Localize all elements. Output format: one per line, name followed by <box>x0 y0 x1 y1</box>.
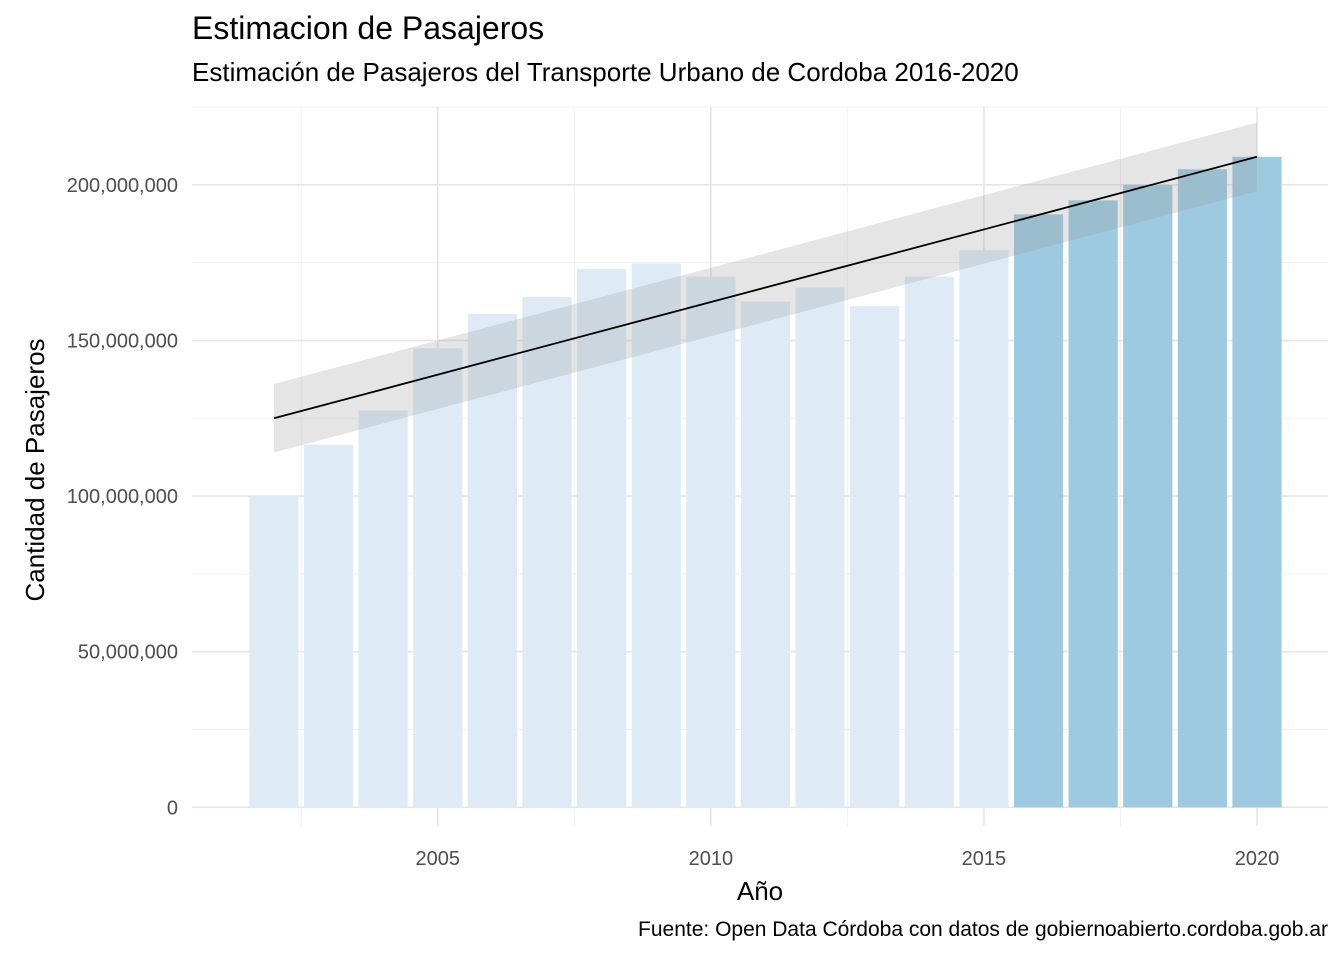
bar <box>686 276 736 808</box>
bar <box>358 410 408 808</box>
bar <box>1123 184 1173 808</box>
chart-title: Estimacion de Pasajeros <box>192 10 545 46</box>
bar <box>1232 156 1282 808</box>
bar <box>249 496 299 808</box>
bar <box>1177 169 1227 808</box>
y-tick-label: 0 <box>167 797 178 819</box>
trend-line <box>273 155 1258 420</box>
bar <box>522 296 572 808</box>
y-tick-label: 150,000,000 <box>67 330 178 352</box>
bar <box>467 313 517 808</box>
bar <box>904 276 954 808</box>
x-axis-title: Año <box>737 876 783 906</box>
bar <box>959 250 1009 808</box>
y-tick-label: 50,000,000 <box>78 642 178 664</box>
y-axis-ticks: 0 50,000,000 100,000,000 150,000,000 200,000… <box>67 175 178 820</box>
bar <box>631 263 681 808</box>
bar <box>1068 200 1118 808</box>
bar <box>1013 214 1064 808</box>
bars <box>249 156 1282 808</box>
x-tick-label: 2005 <box>416 848 461 870</box>
y-tick-label: 200,000,000 <box>67 175 178 197</box>
bar <box>740 301 791 808</box>
x-tick-label: 2015 <box>962 848 1007 870</box>
bar <box>795 287 845 808</box>
x-tick-label: 2010 <box>689 848 734 870</box>
bar <box>303 444 354 808</box>
x-tick-label: 2020 <box>1235 848 1280 870</box>
chart-subtitle: Estimación de Pasajeros del Transporte U… <box>192 57 1019 87</box>
trend-layer <box>273 122 1258 453</box>
bar <box>577 268 627 808</box>
x-axis-ticks: 2005 2010 2015 2020 <box>416 848 1280 870</box>
bar <box>850 306 900 808</box>
chart-caption: Fuente: Open Data Córdoba con datos de g… <box>638 918 1328 941</box>
y-axis-title: Cantidad de Pasajeros <box>20 338 50 601</box>
y-tick-label: 100,000,000 <box>67 486 178 508</box>
bar <box>413 348 463 808</box>
